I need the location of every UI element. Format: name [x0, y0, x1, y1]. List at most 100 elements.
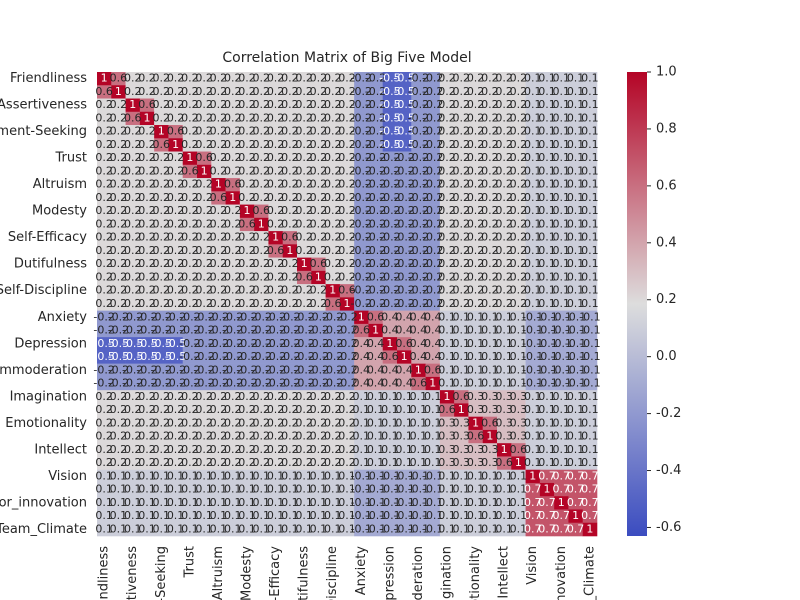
heatmap-cell	[139, 72, 155, 86]
heatmap-cell	[125, 443, 141, 457]
heatmap-cell	[311, 350, 326, 364]
heatmap-cell	[511, 164, 526, 179]
heatmap-cell	[339, 390, 355, 404]
heatmap-cell	[511, 337, 526, 351]
cell-annotation: 0.1	[467, 350, 485, 363]
y-tick-label: Depression	[14, 336, 87, 351]
cell-annotation: 1	[515, 456, 522, 469]
cell-annotation: 0.4	[410, 337, 428, 350]
cell-annotation: 0.7	[567, 522, 585, 535]
cell-annotation: 0.2	[167, 151, 185, 164]
heatmap-cell	[468, 244, 484, 258]
heatmap-cell	[111, 496, 126, 510]
heatmap-cell	[568, 469, 584, 484]
cell-annotation: 0.2	[138, 204, 156, 217]
cell-annotation: -0.2	[393, 284, 414, 297]
cell-annotation: -0.2	[179, 310, 200, 323]
heatmap-cell	[111, 429, 126, 444]
cell-annotation: -0.2	[365, 231, 386, 244]
heatmap-cell	[182, 376, 198, 391]
heatmap-cell	[97, 151, 112, 166]
heatmap-cell	[568, 270, 584, 285]
heatmap-cell	[568, 350, 584, 364]
heatmap-cell	[397, 270, 412, 285]
heatmap-cell	[268, 496, 284, 510]
heatmap-cell	[125, 350, 141, 364]
y-tick-label: Self-Discipline	[0, 283, 87, 298]
heatmap-cell	[511, 456, 526, 471]
cell-annotation: 0.1	[453, 310, 471, 323]
cell-annotation: 0.2	[295, 138, 313, 151]
heatmap-cell	[411, 191, 426, 205]
cell-annotation: 0.2	[238, 191, 256, 204]
heatmap-cell	[168, 482, 184, 497]
heatmap-cell	[225, 297, 241, 311]
cell-annotation: -0.2	[365, 85, 386, 98]
cell-annotation: -0.1	[565, 363, 586, 376]
cell-annotation: -0.5	[136, 337, 157, 350]
heatmap-cell	[325, 111, 341, 126]
cell-annotation: -0.2	[422, 191, 443, 204]
cell-annotation: -0.2	[293, 337, 314, 350]
heatmap-cell	[397, 310, 412, 325]
heatmap-cell	[354, 204, 369, 219]
cell-annotation: 0.4	[367, 377, 385, 390]
heatmap-cell	[154, 125, 169, 139]
heatmap-cell	[268, 72, 284, 86]
cell-annotation: 0.2	[281, 270, 299, 283]
heatmap-cell	[125, 178, 141, 192]
heatmap-cell	[468, 125, 484, 139]
heatmap-cell	[225, 284, 241, 298]
heatmap-cell	[154, 204, 169, 219]
heatmap-cell	[525, 125, 541, 139]
cell-annotation: -0.2	[193, 350, 214, 363]
heatmap-cell	[468, 416, 484, 431]
heatmap-cell	[197, 337, 212, 351]
heatmap-cell	[282, 376, 298, 391]
cell-annotation: 0.2	[467, 125, 485, 138]
cell-annotation: 0.1	[553, 151, 571, 164]
cell-annotation: -0.2	[293, 350, 314, 363]
cell-annotation: -0.2	[208, 310, 229, 323]
cell-annotation: 0.1	[581, 443, 599, 456]
heatmap-cell	[582, 403, 598, 417]
heatmap-cell	[411, 231, 426, 245]
heatmap-cell	[139, 350, 155, 364]
heatmap-cell	[239, 429, 255, 444]
heatmap-cell	[554, 125, 569, 139]
heatmap-cell	[482, 270, 498, 285]
x-tick-label: Excitement-Seeking	[154, 546, 169, 600]
heatmap-cell	[154, 151, 169, 166]
cell-annotation: -0.2	[393, 191, 414, 204]
heatmap-cell	[154, 337, 169, 351]
cell-annotation: 0.1	[567, 297, 585, 310]
cell-annotation: 0.2	[238, 85, 256, 98]
heatmap-cell	[282, 416, 298, 431]
cell-annotation: -0.5	[108, 350, 129, 363]
heatmap-cell	[539, 350, 555, 364]
heatmap-cell	[454, 323, 469, 338]
cell-annotation: -0.2	[279, 310, 300, 323]
heatmap-cell	[282, 257, 298, 272]
heatmap-cell	[125, 390, 141, 404]
cell-annotation: 0.2	[267, 85, 285, 98]
cell-annotation: -0.1	[536, 363, 557, 376]
heatmap-cell	[154, 443, 169, 457]
heatmap-cell	[297, 125, 312, 139]
cell-annotation: -0.5	[379, 125, 400, 138]
heatmap-cell	[411, 522, 426, 537]
heatmap-cell	[211, 456, 226, 471]
cell-annotation: 0.2	[167, 164, 185, 177]
cell-annotation: -0.2	[308, 363, 329, 376]
cell-annotation: 0.2	[210, 257, 228, 270]
cell-annotation: 0.2	[153, 217, 171, 230]
cell-annotation: 0.2	[95, 178, 113, 191]
heatmap-cell	[482, 231, 498, 245]
cell-annotation: -0.2	[151, 324, 172, 337]
cell-annotation: 0.2	[310, 151, 328, 164]
heatmap-cell	[539, 257, 555, 272]
cell-annotation: 0.2	[124, 390, 142, 403]
cell-annotation: 0.7	[581, 496, 599, 509]
heatmap-cell	[382, 482, 398, 497]
cell-annotation: 0.2	[438, 178, 456, 191]
